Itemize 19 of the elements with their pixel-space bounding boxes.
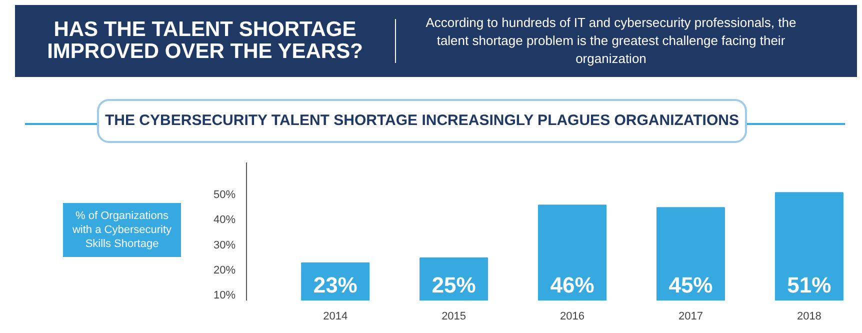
y-tick-label: 10%: [213, 289, 236, 302]
y-tick-label: 30%: [213, 239, 236, 252]
text: According to hundreds of IT and cybersecurity professionals, the talent shortage problem is the greatest challenge facing their organization: [424, 14, 798, 68]
y-axis-title: % of Organizations with a Cybersecurity Skills Shortage: [63, 203, 181, 257]
x-tick-label: 2016: [560, 310, 585, 322]
data-label: 23%: [313, 272, 358, 298]
data-label: 25%: [432, 272, 476, 298]
y-tick-label: 50%: [213, 189, 236, 202]
y-tick-label: 40%: [213, 214, 236, 226]
x-tick-label: 2018: [796, 310, 822, 322]
chart-title: HAS THE TALENT SHORTAGE IMPROVED OVER THE YEARS?: [46, 18, 364, 63]
x-tick-label: 2017: [678, 310, 703, 322]
data-label: 51%: [787, 272, 832, 298]
chart-subtitle: THE CYBERSECURITY TALENT SHORTAGE INCREASINGLY PLAGUES ORGANIZATIONS: [97, 99, 747, 143]
data-label: 46%: [550, 272, 594, 298]
y-tick-label: 20%: [213, 264, 236, 276]
x-tick-label: 2015: [442, 310, 466, 322]
x-tick-label: 2014: [323, 310, 348, 322]
data-label: 45%: [668, 272, 713, 298]
